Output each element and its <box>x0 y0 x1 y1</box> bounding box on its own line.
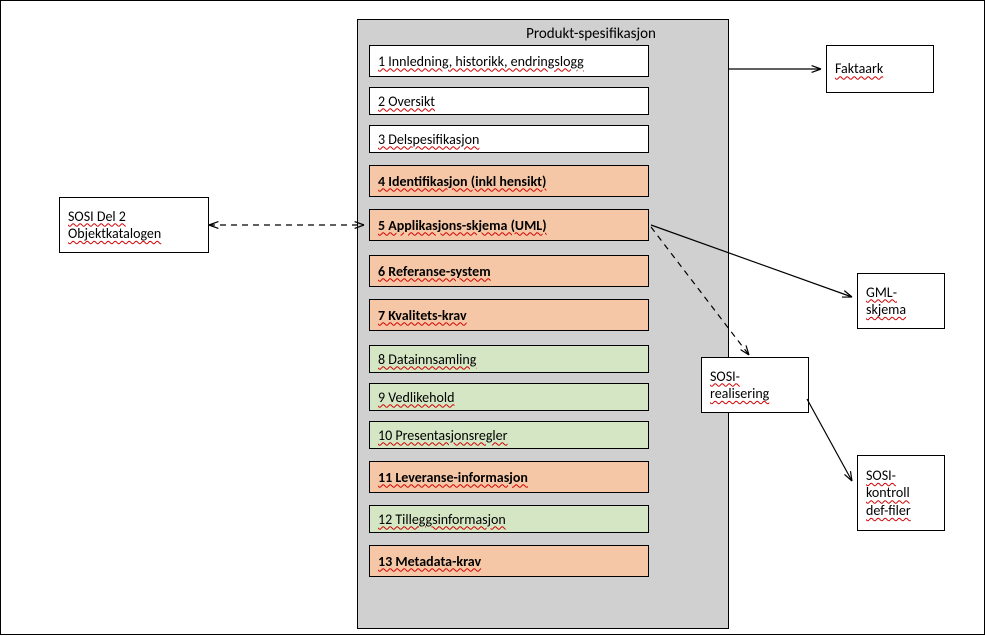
box-sosi-kontroll-line-2: def-filer <box>866 502 911 520</box>
box-sosi-kontroll-line-0: SOSI- <box>866 467 896 485</box>
panel-item-7: 7 Kvalitets-krav <box>369 299 649 331</box>
panel-item-label-6: 6 Referanse-system <box>378 263 491 280</box>
panel-item-label-7: 7 Kvalitets-krav <box>378 307 467 324</box>
box-sosi-del2-line-1: Objektkatalogen <box>68 225 161 243</box>
panel-item-label-2: 2 Oversikt <box>378 93 435 110</box>
box-sosi-del2-line-0: SOSI Del 2 <box>68 208 126 226</box>
box-gml-skjema: GML-skjema <box>857 273 945 329</box>
box-sosi-kontroll-line-1: kontroll <box>866 484 910 502</box>
panel-item-3: 3 Delspesifikasjon <box>369 125 649 153</box>
arrow-realisering-to-ctrl <box>807 399 852 481</box>
panel-item-2: 2 Oversikt <box>369 87 649 115</box>
box-sosi-kontroll: SOSI-kontrolldef-filer <box>857 455 945 531</box>
panel-item-10: 10 Presentasjonsregler <box>369 421 649 449</box>
arrowhead-realisering-to-ctrl-end <box>844 471 852 481</box>
panel-item-label-5: 5 Applikasjons-skjema (UML) <box>378 217 547 234</box>
panel-item-label-3: 3 Delspesifikasjon <box>378 131 479 148</box>
panel-item-label-13: 13 Metadata-krav <box>378 553 481 570</box>
panel-item-label-10: 10 Presentasjonsregler <box>378 427 508 444</box>
panel-item-4: 4 Identifikasjon (inkl hensikt) <box>369 165 649 197</box>
arrowhead-item5-to-realisering-end <box>741 345 749 355</box>
panel-item-11: 11 Leveranse-informasjon <box>369 461 649 493</box>
panel-item-9: 9 Vedlikehold <box>369 383 649 411</box>
box-sosi-del2: SOSI Del 2Objektkatalogen <box>59 197 209 253</box>
box-sosi-realisering: SOSI-realisering <box>701 357 809 413</box>
box-gml-skjema-line-1: skjema <box>866 301 906 319</box>
panel-item-label-12: 12 Tilleggsinformasjon <box>378 511 506 528</box>
arrowhead-sosi-to-item5-start <box>209 222 218 229</box>
arrowhead-item5-to-gml-end <box>842 291 852 297</box>
panel-item-label-9: 9 Vedlikehold <box>378 389 454 406</box>
panel-item-label-4: 4 Identifikasjon (inkl hensikt) <box>378 173 546 190</box>
box-faktaark: Faktaark <box>826 45 934 93</box>
panel-item-label-11: 11 Leveranse-informasjon <box>378 469 528 486</box>
panel-item-13: 13 Metadata-krav <box>369 545 649 577</box>
box-sosi-realisering-line-1: realisering <box>710 385 769 403</box>
panel-item-12: 12 Tilleggsinformasjon <box>369 505 649 533</box>
arrowhead-panel-to-faktaark-end <box>812 66 821 73</box>
panel-item-6: 6 Referanse-system <box>369 255 649 287</box>
box-gml-skjema-line-0: GML- <box>866 284 897 302</box>
panel-item-1: 1 Innledning, historikk, endringslogg <box>369 45 649 77</box>
panel-title: Produkt-spesifikasjon <box>501 25 681 43</box>
panel-item-label-8: 8 Datainnsamling <box>378 351 476 368</box>
panel-item-5: 5 Applikasjons-skjema (UML) <box>369 209 649 241</box>
box-sosi-realisering-line-0: SOSI- <box>710 368 740 386</box>
diagram-canvas: Produkt-spesifikasjon 1 Innledning, histo… <box>0 0 985 635</box>
box-faktaark-line-0: Faktaark <box>835 60 883 78</box>
panel-item-8: 8 Datainnsamling <box>369 345 649 373</box>
panel-item-label-1: 1 Innledning, historikk, endringslogg <box>378 53 584 70</box>
